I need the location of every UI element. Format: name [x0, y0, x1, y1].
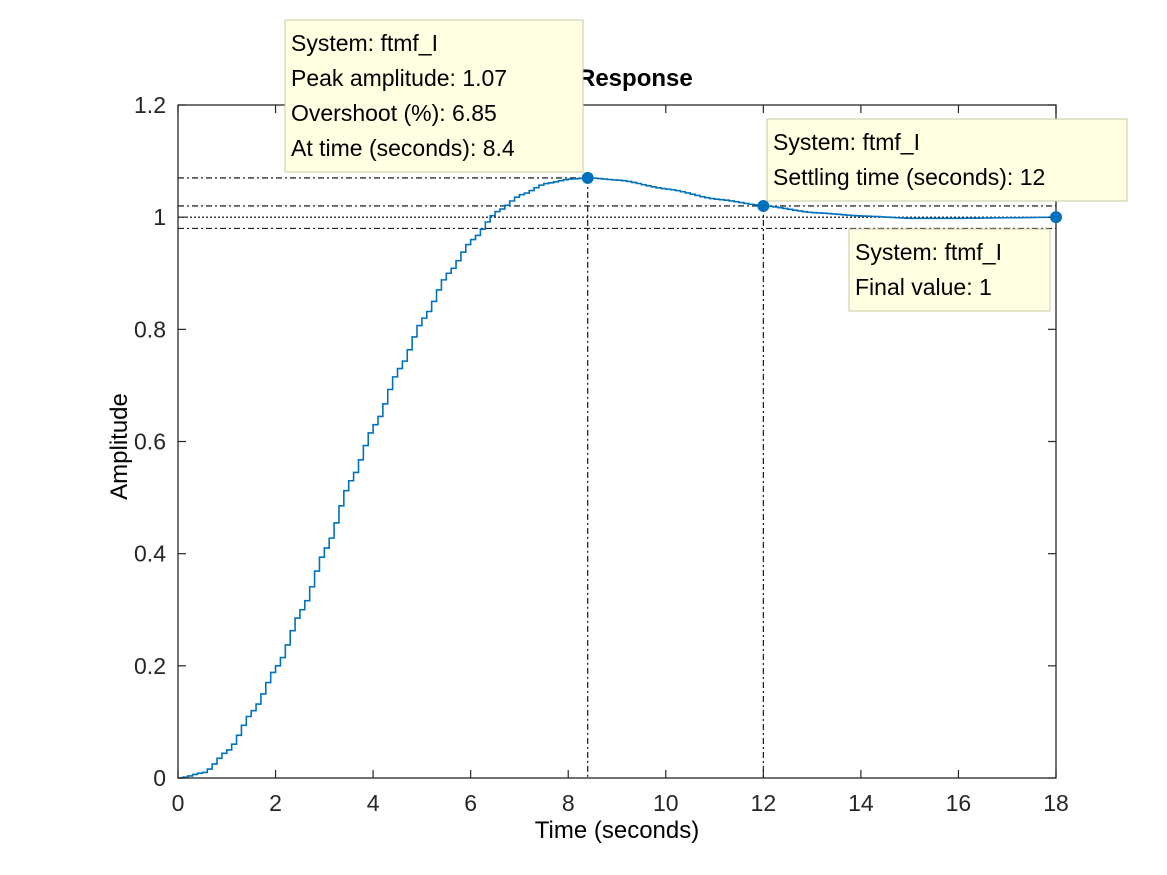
settling-marker[interactable]: [757, 199, 770, 212]
x-tick-label: 4: [367, 790, 380, 816]
tooltip-box: [284, 19, 584, 173]
x-tick-label: 12: [751, 790, 777, 816]
x-axis-label: Time (seconds): [535, 817, 699, 844]
y-tick-label: 0.6: [134, 429, 166, 455]
tooltip-line: System: ftmf_I: [773, 129, 920, 155]
x-tick-label: 10: [653, 790, 679, 816]
reference-lines: [178, 177, 1056, 778]
settling-tooltip[interactable]: System: ftmf_I Settling time (seconds): 1…: [766, 118, 1128, 202]
y-tick-label: 0: [153, 765, 166, 791]
tooltip-line: Final value: 1: [855, 274, 992, 300]
data-markers[interactable]: [581, 171, 1062, 224]
tooltip-box: [848, 228, 1051, 312]
tooltip-line: Settling time (seconds): 12: [773, 164, 1045, 190]
series-line-ftmf-i: [178, 177, 1057, 779]
x-tick-label: 16: [946, 790, 972, 816]
y-axis-label: Amplitude: [106, 393, 133, 500]
peak-marker[interactable]: [581, 171, 594, 184]
y-tick-label: 1: [153, 204, 166, 230]
plot-area: [178, 105, 1056, 778]
tooltip-box: [766, 118, 1128, 202]
y-tick-label: 1.2: [134, 92, 166, 118]
chart-title: Response: [578, 65, 693, 92]
data-tips[interactable]: System: ftmf_I Peak amplitude: 1.07 Oversh…: [284, 19, 1128, 312]
y-tick-label: 0.2: [134, 653, 166, 679]
x-tick-label: 0: [172, 790, 185, 816]
axis-ticks: 0 2 4 6 8 10 12 14 16 18 0 0.2 0.4 0.6 0.8 1 1.2: [134, 92, 1069, 816]
final-tooltip[interactable]: System: ftmf_I Final value: 1: [848, 228, 1051, 312]
x-tick-label: 18: [1043, 790, 1069, 816]
x-tick-label: 6: [464, 790, 477, 816]
tooltip-line: System: ftmf_I: [855, 239, 1002, 265]
y-tick-label: 0.8: [134, 316, 166, 342]
tooltip-line: At time (seconds): 8.4: [291, 135, 515, 161]
x-tick-label: 8: [562, 790, 575, 816]
x-tick-label: 2: [269, 790, 282, 816]
final-marker[interactable]: [1050, 211, 1062, 224]
y-tick-label: 0.4: [134, 541, 166, 567]
tooltip-line: Overshoot (%): 6.85: [291, 100, 497, 126]
x-tick-label: 14: [848, 790, 874, 816]
peak-tooltip[interactable]: System: ftmf_I Peak amplitude: 1.07 Oversh…: [284, 19, 584, 173]
tooltip-line: System: ftmf_I: [291, 30, 438, 56]
tooltip-line: Peak amplitude: 1.07: [291, 65, 507, 91]
